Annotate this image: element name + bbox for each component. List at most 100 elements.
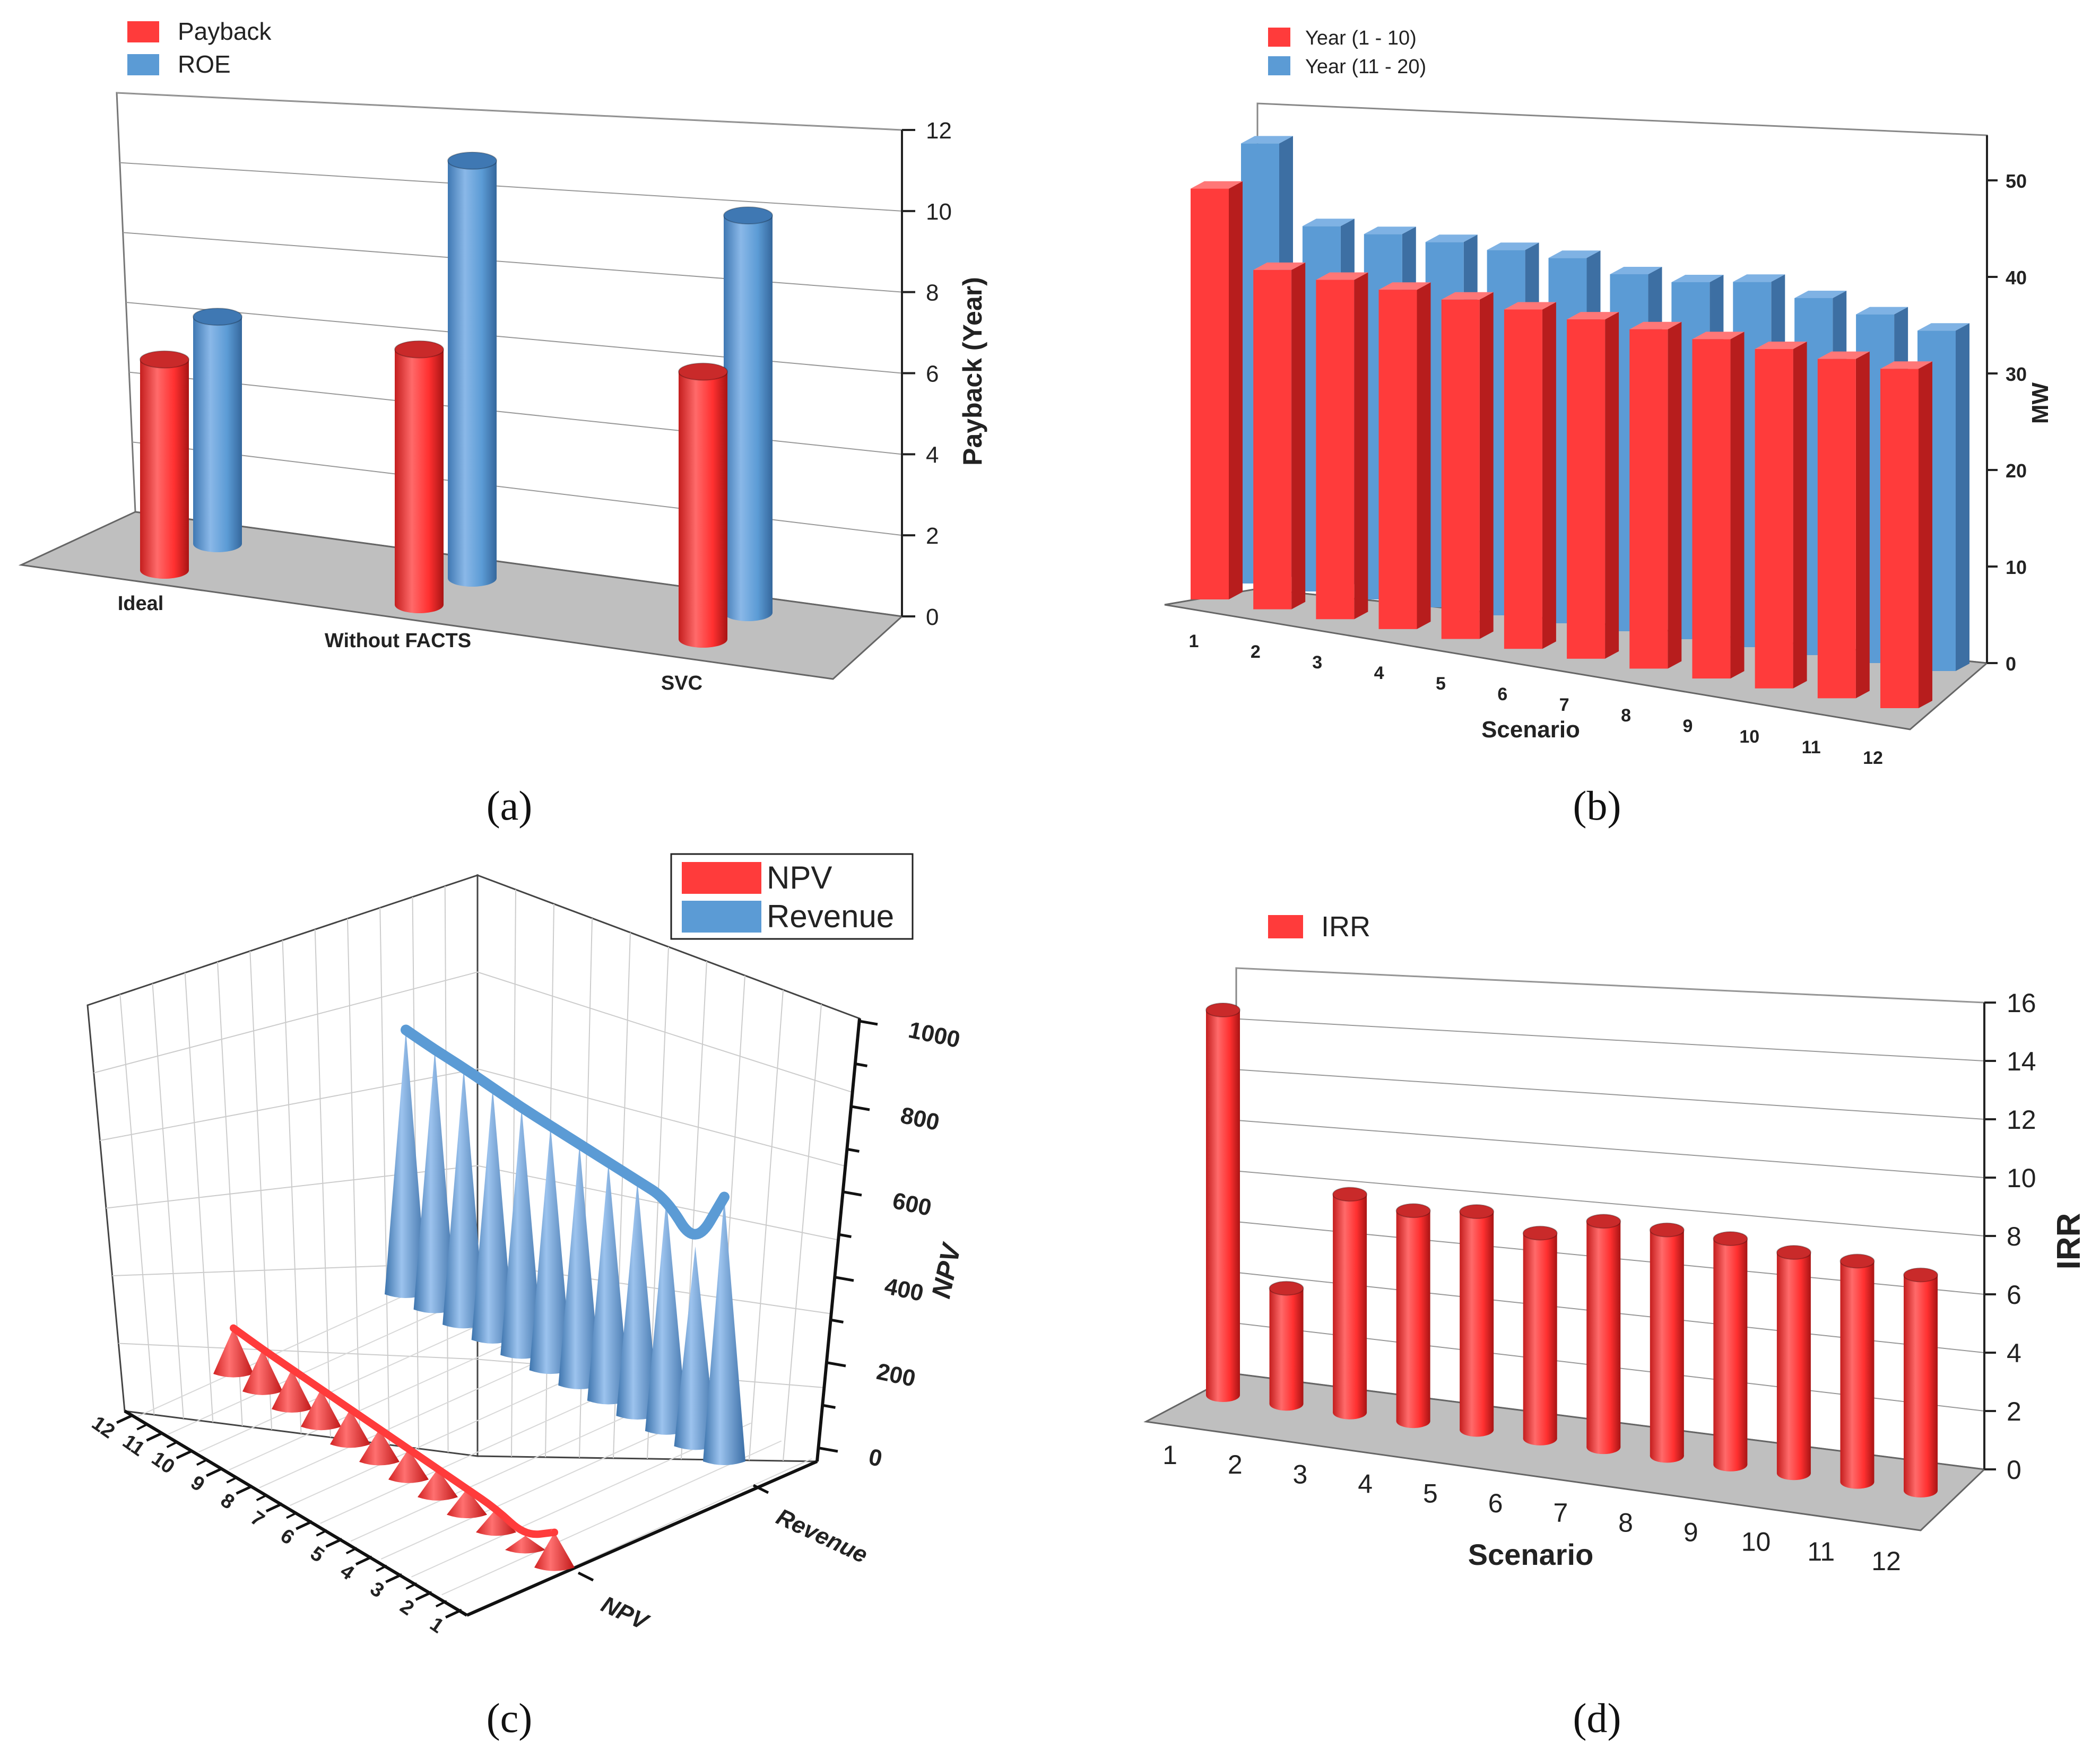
panel-c-letter: (c) (487, 1695, 533, 1741)
panel-b-mw-chart: 01020304050MW123456789101112ScenarioYear… (1164, 27, 2053, 768)
irr-bar-body (1586, 1221, 1621, 1448)
legend-swatch (1268, 28, 1290, 47)
year1-10-bar (1441, 292, 1494, 639)
irr-bar (1522, 1225, 1558, 1445)
x-tick-label: 12 (1871, 1546, 1901, 1576)
x-tick-label: 6 (276, 1525, 298, 1549)
x-tick (296, 1520, 313, 1530)
npv-cone (330, 1409, 370, 1448)
payback-bar-body (395, 349, 444, 605)
legend-label: Payback (178, 18, 272, 45)
y-tick-label: 0 (926, 604, 939, 630)
payback-bar-top (678, 362, 728, 381)
x-tick-label: 7 (1553, 1498, 1568, 1528)
payback-bar (394, 340, 444, 613)
z-tick (851, 1105, 870, 1111)
gridline (132, 441, 903, 536)
gridline (152, 983, 184, 1419)
legend-swatch (682, 862, 761, 894)
legend-label: IRR (1321, 911, 1370, 943)
payback-bar-body (140, 359, 189, 570)
x-minor-tick (376, 1564, 387, 1572)
irr-bar-body (1333, 1194, 1367, 1413)
npv-cone (213, 1328, 254, 1378)
irr-bar-top (1332, 1187, 1368, 1202)
x-tick-label: 2 (396, 1595, 418, 1620)
year1-10-bar-side (1919, 361, 1932, 708)
year1-10-bar (1692, 332, 1745, 679)
x-tick (415, 1591, 432, 1601)
irr-bar (1459, 1204, 1495, 1437)
revenue-line (401, 1024, 730, 1240)
year1-10-bar (1504, 302, 1556, 649)
revenue-cone (703, 1197, 745, 1465)
x-tick-label: 8 (1621, 706, 1631, 726)
irr-bar-body (1840, 1261, 1875, 1482)
payback-bar (140, 350, 189, 579)
x-minor-tick (345, 1547, 358, 1555)
irr-bar (1903, 1267, 1938, 1497)
year1-10-bar-side (1354, 272, 1368, 620)
x-minor-tick (226, 1476, 238, 1484)
payback-bar (678, 362, 728, 648)
year1-10-bar-side (1855, 351, 1870, 699)
year1-10-bar-front (1504, 309, 1542, 649)
legend-swatch (1268, 56, 1290, 75)
year1-10-bar (1567, 312, 1619, 659)
x-minor-tick (256, 1494, 268, 1501)
depth-tick-label: NPV (597, 1591, 654, 1636)
z-tick-label: 200 (874, 1359, 918, 1392)
x-tick-label: SVC (661, 672, 702, 694)
x-tick (236, 1485, 253, 1495)
year11-20-bar-top (1733, 274, 1785, 282)
y-tick-label: 0 (2006, 653, 2016, 675)
x-tick-label: 9 (1684, 1517, 1698, 1547)
x-tick-label: 6 (1497, 684, 1507, 704)
year1-10-bar (1378, 282, 1431, 629)
x-tick-label: 8 (216, 1489, 238, 1514)
legend-label: Year (1 - 10) (1305, 27, 1417, 49)
x-tick (355, 1555, 372, 1566)
gridline (1236, 968, 1985, 1003)
payback-bar-top (140, 350, 189, 369)
year1-10-bar (1880, 361, 1932, 708)
roe-bar-body (193, 317, 242, 544)
y-tick-label: 6 (926, 361, 939, 387)
legend-swatch (127, 54, 159, 75)
x-tick (206, 1467, 223, 1477)
revenue-cone (471, 1087, 514, 1344)
year11-20-bar-top (1610, 267, 1662, 274)
z-axis-title: NPV (926, 1240, 967, 1301)
year1-10-bar-top (1629, 321, 1682, 329)
irr-bar-top (1586, 1214, 1621, 1229)
x-tick-label: 10 (1741, 1527, 1771, 1557)
y-tick-label: 12 (926, 118, 952, 144)
x-tick-label: 3 (1293, 1459, 1308, 1489)
legend-label: Revenue (767, 899, 894, 934)
year11-20-bar-top (1364, 227, 1416, 234)
y-axis-title: IRR (2051, 1213, 2087, 1270)
x-axis-title: Scenario (1481, 717, 1580, 743)
y-tick-label: 4 (2007, 1338, 2021, 1368)
year1-10-bar-side (1479, 292, 1494, 639)
roe-bar (447, 151, 497, 587)
depth-tick-label: Revenue (773, 1504, 872, 1569)
z-minor-tick (831, 1319, 844, 1323)
x-tick-label: 5 (1436, 674, 1446, 694)
irr-bar-top (1395, 1203, 1431, 1218)
x-tick-label: 10 (147, 1447, 179, 1478)
panel-a-payback-roe-chart: 0 2 4 6 8 10 12 Payback (Year) Ideal Without FACT… (18, 18, 987, 694)
legend-label: NPV (767, 860, 832, 895)
x-tick-label: 9 (187, 1471, 209, 1496)
x-tick-label: 6 (1488, 1488, 1503, 1518)
year11-20-bar-top (1548, 250, 1601, 258)
year1-10-bar-side (1730, 332, 1745, 679)
npv-cone (418, 1469, 458, 1501)
x-tick-label: 12 (1863, 748, 1883, 768)
x-minor-tick (166, 1441, 178, 1448)
gridline (1236, 1119, 1985, 1178)
x-tick-label: 1 (1189, 631, 1199, 651)
z-minor-tick (823, 1404, 836, 1409)
